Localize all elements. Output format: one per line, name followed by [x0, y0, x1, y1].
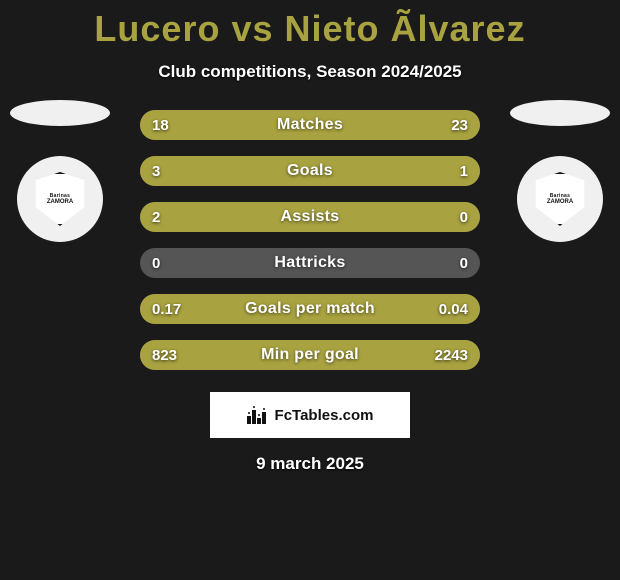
stat-label: Hattricks: [140, 254, 480, 272]
team-left-badge-mid: ZAMORA: [47, 199, 73, 205]
stat-row: 31Goals: [140, 156, 480, 186]
player-left-column: Barinas ZAMORA: [0, 100, 120, 242]
stat-label: Matches: [140, 116, 480, 134]
team-right-avatar: Barinas ZAMORA: [517, 156, 603, 242]
stat-row: 1823Matches: [140, 110, 480, 140]
date-text: 9 march 2025: [0, 454, 620, 474]
player-right-column: Barinas ZAMORA: [500, 100, 620, 242]
comparison-panel: Barinas ZAMORA Barinas ZAMORA 1823Matche…: [0, 110, 620, 474]
page-title: Lucero vs Nieto Ãlvarez: [0, 8, 620, 50]
stat-row: 0.170.04Goals per match: [140, 294, 480, 324]
infographic-root: Lucero vs Nieto Ãlvarez Club competition…: [0, 0, 620, 580]
team-right-badge-icon: Barinas ZAMORA: [533, 172, 587, 226]
player-right-avatar: [510, 100, 610, 126]
attribution-box: FcTables.com: [210, 392, 410, 438]
attribution-chart-icon: [247, 406, 269, 424]
stat-row: 8232243Min per goal: [140, 340, 480, 370]
team-right-badge-mid: ZAMORA: [547, 199, 573, 205]
team-left-badge-icon: Barinas ZAMORA: [33, 172, 87, 226]
stat-row: 20Assists: [140, 202, 480, 232]
subtitle: Club competitions, Season 2024/2025: [0, 62, 620, 82]
team-left-avatar: Barinas ZAMORA: [17, 156, 103, 242]
stat-label: Goals per match: [140, 300, 480, 318]
stats-list: 1823Matches 31Goals 20Assists 00Hattricks 0.…: [140, 110, 480, 370]
stat-label: Goals: [140, 162, 480, 180]
stat-label: Assists: [140, 208, 480, 226]
attribution-text: FcTables.com: [275, 407, 374, 424]
stat-label: Min per goal: [140, 346, 480, 364]
player-left-avatar: [10, 100, 110, 126]
stat-row: 00Hattricks: [140, 248, 480, 278]
